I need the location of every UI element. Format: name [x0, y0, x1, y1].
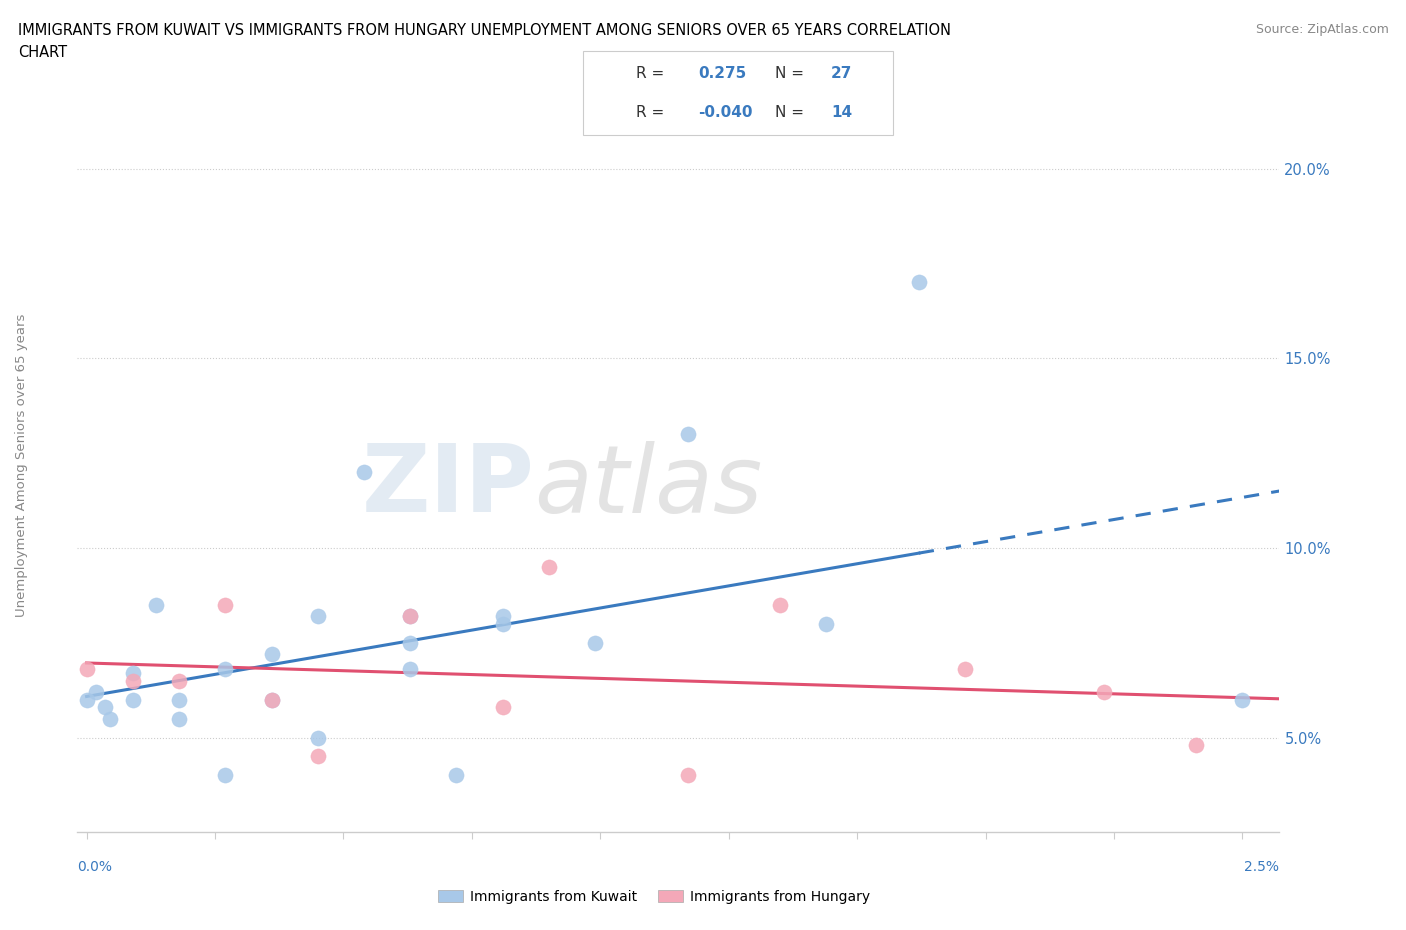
Legend: Immigrants from Kuwait, Immigrants from Hungary: Immigrants from Kuwait, Immigrants from …	[432, 884, 876, 910]
Point	[537, 559, 560, 574]
Point	[167, 692, 190, 707]
Point	[399, 662, 422, 677]
Text: Unemployment Among Seniors over 65 years: Unemployment Among Seniors over 65 years	[14, 313, 28, 617]
FancyBboxPatch shape	[583, 51, 893, 135]
Point	[214, 662, 236, 677]
Point	[1092, 684, 1115, 699]
Point	[399, 609, 422, 624]
Text: -0.040: -0.040	[697, 105, 752, 120]
Point	[492, 617, 515, 631]
Point	[307, 609, 329, 624]
Point	[353, 465, 375, 480]
Point	[1185, 737, 1208, 752]
Point	[98, 711, 121, 726]
Text: Source: ZipAtlas.com: Source: ZipAtlas.com	[1256, 23, 1389, 36]
Text: 27: 27	[831, 66, 852, 81]
Point	[676, 768, 699, 783]
Point	[307, 730, 329, 745]
Point	[583, 635, 606, 650]
Point	[399, 635, 422, 650]
Text: 2.5%: 2.5%	[1244, 859, 1279, 874]
Point	[214, 597, 236, 612]
Point	[76, 692, 98, 707]
Point	[76, 662, 98, 677]
Point	[121, 673, 143, 688]
Text: N =: N =	[775, 66, 804, 81]
FancyBboxPatch shape	[593, 60, 624, 88]
Point	[492, 699, 515, 714]
Point	[260, 692, 283, 707]
Point	[94, 699, 117, 714]
Text: CHART: CHART	[18, 45, 67, 60]
Point	[953, 662, 976, 677]
Text: 14: 14	[831, 105, 852, 120]
Point	[492, 609, 515, 624]
Text: atlas: atlas	[534, 441, 762, 532]
Point	[908, 275, 931, 290]
Point	[167, 711, 190, 726]
Point	[84, 684, 107, 699]
Point	[769, 597, 792, 612]
Text: N =: N =	[775, 105, 804, 120]
Point	[676, 427, 699, 442]
FancyBboxPatch shape	[593, 98, 624, 126]
Point	[446, 768, 468, 783]
Text: IMMIGRANTS FROM KUWAIT VS IMMIGRANTS FROM HUNGARY UNEMPLOYMENT AMONG SENIORS OVE: IMMIGRANTS FROM KUWAIT VS IMMIGRANTS FRO…	[18, 23, 952, 38]
Point	[145, 597, 167, 612]
Point	[260, 646, 283, 661]
Point	[815, 617, 838, 631]
Point	[214, 768, 236, 783]
Point	[121, 692, 143, 707]
Point	[260, 692, 283, 707]
Point	[307, 749, 329, 764]
Text: 0.0%: 0.0%	[77, 859, 112, 874]
Point	[399, 609, 422, 624]
Point	[121, 666, 143, 681]
Text: R =: R =	[636, 66, 664, 81]
Point	[167, 673, 190, 688]
Point	[1232, 692, 1254, 707]
Text: R =: R =	[636, 105, 664, 120]
Text: ZIP: ZIP	[361, 441, 534, 532]
Text: 0.275: 0.275	[697, 66, 747, 81]
